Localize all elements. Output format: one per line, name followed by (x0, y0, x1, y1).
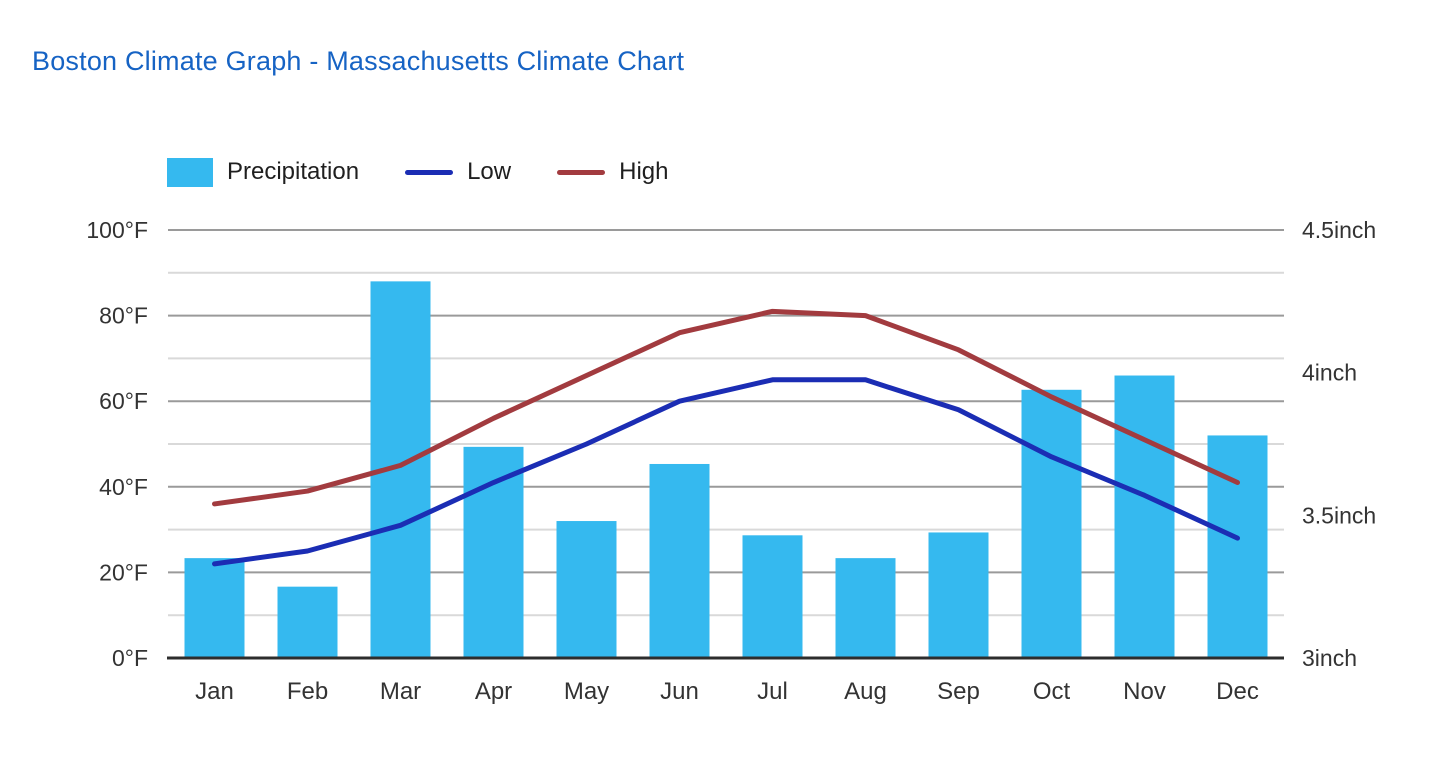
bar-sep (928, 532, 989, 658)
legend-item-low[interactable]: Low (405, 158, 511, 186)
legend-label: High (619, 158, 669, 185)
bar-oct (1021, 389, 1082, 658)
bar-dec (1207, 435, 1268, 658)
x-axis-month-label: Jan (195, 678, 234, 705)
x-axis-month-label: Feb (287, 678, 328, 705)
right-axis-tick-label: 3.5inch (1302, 502, 1376, 528)
x-axis-month-label: Nov (1123, 678, 1166, 705)
x-axis-month-label: Jul (757, 678, 788, 705)
x-axis-month-label: Mar (380, 678, 421, 705)
low-line-swatch-icon (405, 169, 454, 175)
bar-apr (463, 446, 524, 658)
x-axis-month-label: Aug (844, 678, 887, 705)
low-temperature-line (212, 377, 1240, 567)
precipitation-swatch-icon (167, 157, 213, 187)
high-temperature-line (212, 308, 1240, 507)
left-axis-tick-label: 100°F (86, 217, 148, 243)
left-axis-tick-label: 40°F (99, 474, 148, 500)
right-axis-tick-label: 3inch (1302, 645, 1357, 671)
x-axis-month-label: Apr (475, 678, 512, 705)
left-axis-tick-label: 20°F (99, 559, 148, 585)
right-axis-tick-label: 4.5inch (1302, 217, 1376, 243)
x-axis-month-label: Oct (1033, 678, 1071, 705)
bar-jul (742, 535, 803, 658)
x-axis-month-label: Dec (1216, 678, 1259, 705)
right-axis-tick-label: 4inch (1302, 360, 1357, 386)
x-axis-month-label: May (564, 678, 609, 705)
chart-legend: Precipitation Low High (167, 155, 668, 189)
legend-label: Low (467, 158, 512, 185)
bar-nov (1114, 375, 1175, 658)
page-title: Boston Climate Graph - Massachusetts Cli… (32, 46, 685, 76)
bar-feb (277, 586, 338, 658)
left-axis-tick-label: 80°F (99, 303, 148, 329)
legend-item-high[interactable]: High (557, 158, 668, 186)
legend-item-precipitation[interactable]: Precipitation (167, 157, 360, 187)
left-axis-tick-label: 60°F (99, 388, 148, 414)
high-line-swatch-icon (557, 169, 606, 175)
left-axis-tick-label: 0°F (112, 645, 148, 671)
bar-jan (184, 558, 245, 658)
x-axis-month-label: Sep (937, 678, 980, 705)
bar-aug (835, 558, 896, 658)
legend-label: Precipitation (227, 158, 360, 185)
x-axis-month-label: Jun (660, 678, 699, 705)
bar-jun (649, 463, 710, 658)
bar-may (556, 521, 617, 658)
